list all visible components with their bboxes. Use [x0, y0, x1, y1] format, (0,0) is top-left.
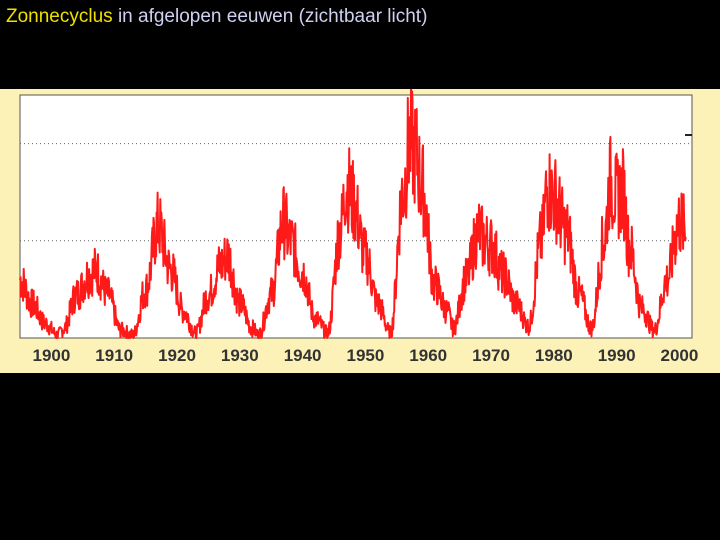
x-tick-label: 1930: [221, 346, 259, 365]
x-tick-label: 1970: [472, 346, 510, 365]
series-layer: [19, 89, 687, 339]
x-tick-label: 1990: [598, 346, 636, 365]
x-tick-label: 2000: [661, 346, 699, 365]
x-tick-label: 1950: [347, 346, 385, 365]
sunspot-chart: 1900 1910 1920 1930 1940 1950 1960 1970 1980 1990…: [19, 89, 698, 365]
title-rest: in afgelopen eeuwen (zichtbaar licht): [112, 6, 428, 27]
chart-panel: 1900 1910 1920 1930 1940 1950 1960 1970 1980 1990…: [0, 89, 720, 373]
tick-layer: 1900 1910 1920 1930 1940 1950 1960 1970 1980 1990…: [32, 346, 698, 365]
title-highlight: Zonnecyclus: [6, 6, 113, 27]
grid-layer: [20, 143, 692, 242]
x-tick-label: 1900: [32, 346, 70, 365]
series-line-zonnevlekken: [19, 89, 687, 339]
x-tick-label: 1940: [284, 346, 322, 365]
x-tick-label: 1960: [409, 346, 447, 365]
x-tick-label: 1980: [535, 346, 573, 365]
x-tick-label: 1920: [158, 346, 196, 365]
slide-title: Zonnecyclus in afgelopen eeuwen (zichtba…: [6, 6, 427, 28]
x-tick-label: 1910: [95, 346, 133, 365]
